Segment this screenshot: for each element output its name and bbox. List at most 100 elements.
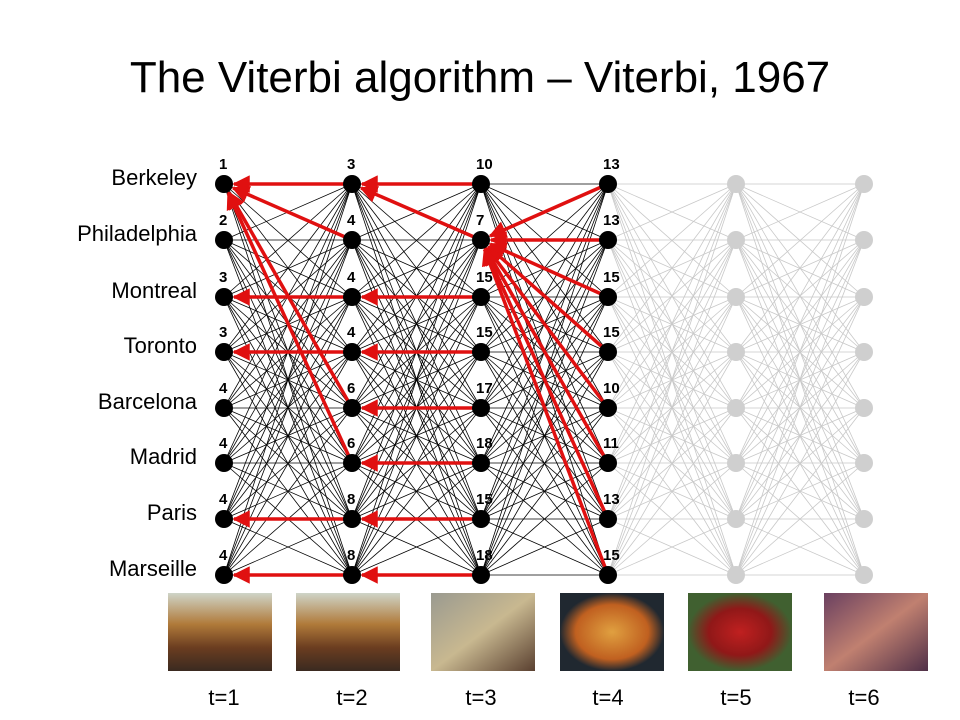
node — [599, 175, 617, 193]
score: 15 — [476, 269, 493, 286]
node — [343, 399, 361, 417]
edge — [223, 183, 353, 576]
state-label: Montreal — [111, 278, 197, 303]
node — [599, 399, 617, 417]
score: 8 — [347, 547, 355, 564]
backpointer-arrow — [485, 246, 610, 410]
score: 18 — [476, 547, 493, 564]
edge — [351, 183, 482, 353]
edge — [351, 183, 482, 298]
score: 4 — [219, 491, 228, 508]
node — [727, 343, 745, 361]
score: 3 — [219, 269, 227, 286]
edge — [735, 183, 865, 353]
backpointer-arrow — [359, 186, 482, 242]
node — [343, 566, 361, 584]
node — [472, 288, 490, 306]
trellis-nodes — [215, 175, 873, 584]
score: 3 — [347, 156, 355, 173]
edge — [351, 407, 482, 576]
image — [168, 593, 272, 671]
edge — [735, 518, 865, 576]
score: 4 — [219, 435, 228, 452]
node — [855, 454, 873, 472]
node — [599, 454, 617, 472]
edge — [735, 183, 865, 464]
edge — [223, 351, 353, 576]
node — [727, 510, 745, 528]
node — [472, 454, 490, 472]
node — [215, 454, 233, 472]
node — [855, 288, 873, 306]
score: 4 — [347, 212, 356, 229]
edge — [607, 183, 737, 241]
node — [855, 399, 873, 417]
edge — [607, 183, 737, 353]
node — [727, 454, 745, 472]
node — [727, 175, 745, 193]
node — [727, 288, 745, 306]
state-label: Marseille — [109, 556, 197, 581]
score: 7 — [476, 212, 484, 229]
state-label: Barcelona — [98, 389, 198, 414]
edge — [607, 183, 737, 464]
node — [472, 231, 490, 249]
node — [727, 231, 745, 249]
edge — [607, 183, 737, 520]
edge — [607, 407, 737, 576]
backpointers — [226, 175, 610, 584]
node — [472, 175, 490, 193]
node — [855, 510, 873, 528]
score: 15 — [603, 269, 620, 286]
edge — [607, 183, 737, 409]
score: 13 — [603, 156, 620, 173]
edge — [223, 183, 353, 298]
title: The Viterbi algorithm – Viterbi, 1967 — [130, 53, 830, 102]
edge — [735, 183, 865, 241]
node — [855, 231, 873, 249]
score: 3 — [219, 324, 227, 341]
edge — [735, 183, 865, 520]
node — [343, 288, 361, 306]
node — [215, 343, 233, 361]
edge — [351, 183, 482, 576]
edge — [607, 351, 737, 576]
node — [215, 399, 233, 417]
edge — [223, 407, 353, 576]
node — [343, 510, 361, 528]
edge — [735, 296, 865, 576]
backpointer-arrow — [483, 247, 610, 520]
node — [472, 399, 490, 417]
score: 15 — [476, 491, 493, 508]
score: 4 — [219, 547, 228, 564]
backpointer-arrow — [226, 191, 354, 464]
score: 13 — [603, 491, 620, 508]
node — [599, 566, 617, 584]
node — [855, 343, 873, 361]
score: 6 — [347, 435, 355, 452]
edge — [480, 351, 609, 576]
edge — [735, 183, 865, 576]
node — [855, 175, 873, 193]
score: 2 — [219, 212, 227, 229]
state-label: Philadelphia — [77, 221, 198, 246]
score: 15 — [603, 324, 620, 341]
score: 6 — [347, 380, 355, 397]
node — [215, 231, 233, 249]
node — [727, 566, 745, 584]
edge — [735, 351, 865, 576]
edge — [735, 407, 865, 576]
edge — [607, 518, 737, 576]
score: 4 — [347, 269, 356, 286]
node — [343, 231, 361, 249]
edge — [480, 296, 609, 576]
backpointer-arrow — [231, 186, 353, 242]
score: 15 — [476, 324, 493, 341]
node — [599, 343, 617, 361]
score: 10 — [603, 380, 620, 397]
edge — [735, 462, 865, 576]
score: 10 — [476, 156, 493, 173]
node — [472, 566, 490, 584]
score: 1 — [219, 156, 227, 173]
